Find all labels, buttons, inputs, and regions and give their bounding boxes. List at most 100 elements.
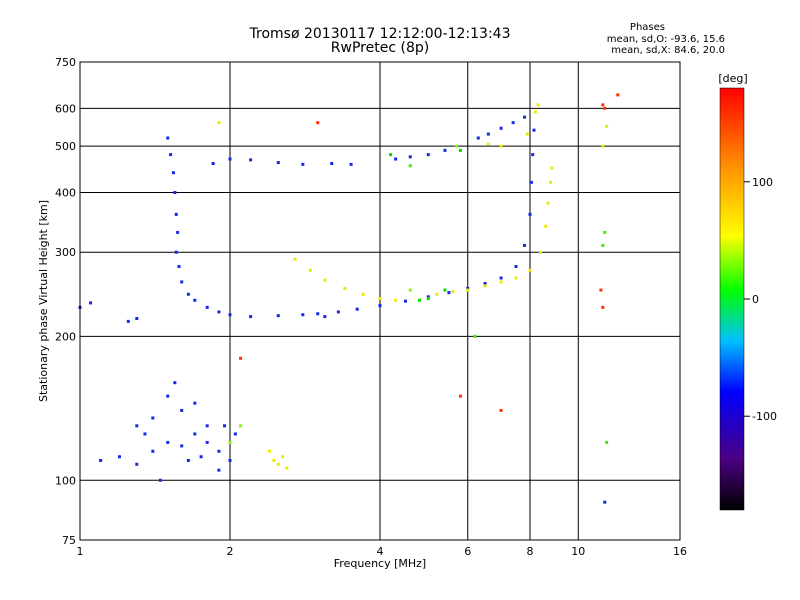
data-point [281,455,285,459]
data-point [426,295,430,299]
data-point [217,449,221,453]
x-tick-label: 2 [227,545,234,558]
x-tick-label: 16 [673,545,687,558]
data-point [378,297,382,301]
data-point [249,158,253,162]
data-point [174,212,178,216]
data-point [173,381,177,385]
data-point [180,444,184,448]
data-point [323,278,327,282]
data-point [267,449,271,453]
data-point [135,462,139,466]
data-point [486,132,490,136]
data-point [549,180,553,184]
data-point [205,424,209,428]
data-point [180,280,184,284]
data-point [89,301,93,305]
axes: 1 2 4 6 8 10 16 75 100 200 300 400 500 600 750 [55,56,687,558]
data-point [233,432,237,436]
data-point [228,157,232,161]
data-point [523,243,527,247]
chart-subtitle: RwPretec (8p) [330,40,430,56]
data-point [389,153,393,157]
data-point [330,161,334,165]
data-point [272,458,276,462]
data-point [316,312,320,316]
data-point [151,416,155,420]
data-point [533,110,537,114]
colorbar-tick-label: 0 [752,293,759,306]
data-point [458,148,462,152]
data-point [476,136,480,140]
data-point [435,292,439,296]
data-point [525,132,529,136]
data-point [285,466,289,470]
data-point [323,315,327,319]
stats-x-mode: mean, sd,X: 84.6, 20.0 [611,45,725,56]
data-point [174,250,178,254]
data-point [466,288,470,292]
data-point [394,298,398,302]
data-point [603,500,607,504]
data-point [473,334,477,338]
x-tick-label: 10 [571,545,585,558]
data-point [458,394,462,398]
data-point [176,230,180,234]
data-point [217,121,221,125]
data-point [536,103,540,107]
y-tick-label: 600 [55,102,76,115]
data-point [228,440,232,444]
data-point [180,408,184,412]
data-point [499,276,503,280]
x-axis-label: Frequency [MHz] [334,557,426,570]
colorbar-label: [deg] [718,72,747,85]
data-point [605,124,609,128]
data-point [135,424,139,428]
data-point [177,265,181,269]
y-tick-label: 500 [55,140,76,153]
colorbar [719,87,745,511]
data-point [426,153,430,157]
data-point [599,288,603,292]
data-point [483,282,487,286]
data-point [143,432,147,436]
chart-title: Tromsø 20130117 12:12:00-12:13:43 [249,26,511,42]
data-point [193,298,197,302]
data-point [499,144,503,148]
data-point [171,171,175,175]
stats-heading: Phases [629,22,665,33]
data-point [514,265,518,269]
data-point [193,432,197,436]
data-point [523,115,527,119]
data-point [426,297,430,301]
data-point [443,288,447,292]
grid-lines [80,62,680,540]
y-axis-label: Stationary phase Virtual Height [km] [37,200,50,402]
data-point [616,93,620,97]
data-point [276,161,280,165]
data-point [531,153,535,157]
y-tick-label: 200 [55,330,76,343]
data-point [408,164,412,168]
data-point [408,155,412,159]
data-point [550,166,554,170]
data-point [539,250,543,254]
data-point [499,408,503,412]
data-point [166,394,170,398]
data-point [343,286,347,290]
data-point [546,201,550,205]
data-point [394,157,398,161]
data-point [605,440,609,444]
data-point [403,299,407,303]
x-tick-label: 1 [77,545,84,558]
data-point [316,121,320,125]
data-point [173,190,177,194]
data-point [417,298,421,302]
data-point [205,305,209,309]
data-point [308,268,312,272]
x-tick-label: 8 [527,545,534,558]
y-tick-label: 400 [55,186,76,199]
data-point [532,128,536,132]
data-point [166,136,170,140]
